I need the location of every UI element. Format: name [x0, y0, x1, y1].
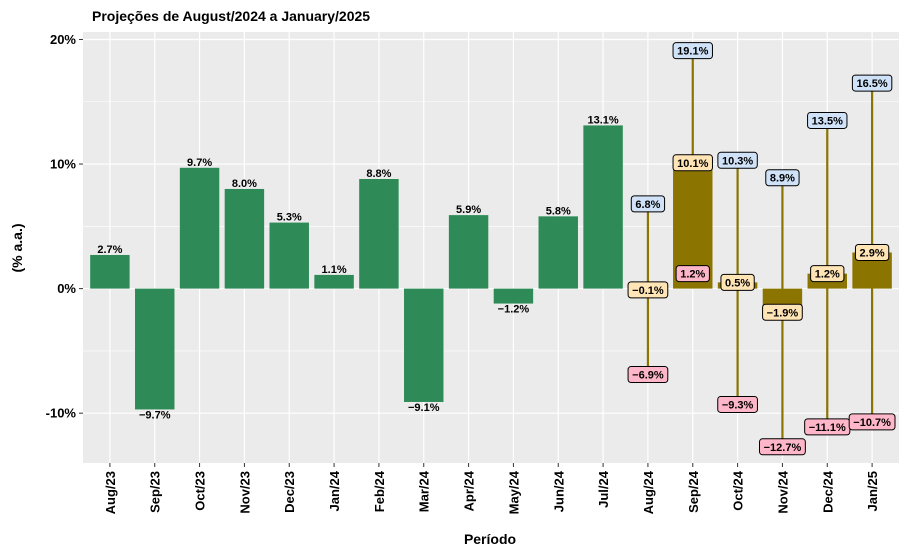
x-tick-label: Aug/24 [641, 470, 656, 514]
bar [90, 254, 130, 289]
data-label: 8.8% [366, 168, 391, 180]
x-tick-label: Jul/24 [596, 470, 611, 508]
data-label: 2.9% [860, 247, 885, 259]
x-tick-label: Sep/23 [148, 471, 163, 513]
bar [448, 215, 489, 289]
data-label: 5.8% [546, 205, 571, 217]
x-tick-label: Jun/24 [551, 470, 566, 512]
bar [314, 274, 354, 289]
label-box [627, 281, 669, 299]
data-label: 1.2% [680, 269, 705, 281]
bar [404, 288, 444, 402]
data-label: 8.0% [232, 178, 257, 190]
data-label: −9.3% [722, 399, 754, 411]
data-label: −12.7% [764, 442, 802, 454]
data-label: 2.7% [97, 244, 122, 256]
label-box [672, 154, 713, 172]
data-label: 9.7% [187, 157, 212, 169]
label-box [759, 438, 806, 456]
x-axis-title: Período [464, 531, 516, 547]
bar [224, 188, 265, 289]
x-tick-label: Nov/23 [237, 471, 252, 514]
x-tick-label: Mar/24 [417, 470, 432, 512]
data-label: 10.1% [677, 158, 708, 170]
data-label: 1.1% [322, 264, 347, 276]
data-label: 8.9% [770, 173, 795, 185]
data-label: 10.3% [722, 155, 753, 167]
label-box [807, 111, 848, 129]
x-tick-label: Jan/24 [327, 470, 342, 511]
data-label: −9.7% [139, 409, 171, 421]
label-box [717, 151, 758, 169]
data-label: −11.1% [809, 422, 846, 434]
bar [538, 216, 578, 289]
data-label: −10.7% [853, 417, 891, 429]
x-tick-label: Dec/24 [820, 470, 835, 513]
data-label: 5.9% [456, 204, 481, 216]
x-tick-label: Nov/24 [775, 470, 790, 513]
label-box [630, 195, 666, 213]
data-label: −0.1% [632, 285, 664, 297]
chart-title: Projeções de August/2024 a January/2025 [92, 8, 370, 24]
label-box [762, 303, 803, 321]
bar [359, 178, 399, 289]
bar [583, 125, 623, 289]
label-box [717, 395, 758, 413]
x-tick-label: May/24 [506, 470, 521, 514]
y-tick-label: -10% [46, 406, 77, 421]
x-tick-label: Feb/24 [372, 470, 387, 512]
data-label: −9.1% [408, 402, 440, 414]
x-tick-label: Apr/24 [462, 470, 477, 511]
y-tick-label: 10% [50, 157, 76, 172]
x-tick-label: Jan/25 [865, 471, 880, 511]
data-label: −6.9% [632, 370, 664, 382]
label-box [627, 366, 669, 384]
data-label: 13.1% [587, 114, 618, 126]
y-tick-label: 20% [50, 32, 76, 47]
bar [269, 222, 309, 289]
data-label: 16.5% [856, 78, 887, 90]
data-label: 1.2% [815, 269, 840, 281]
label-box [675, 265, 710, 283]
label-box [720, 273, 755, 291]
label-box [765, 169, 800, 187]
data-label: 0.5% [725, 277, 750, 289]
y-axis-title: (% a.a.) [9, 223, 25, 272]
data-label: 6.8% [635, 199, 660, 211]
data-label: 19.1% [677, 46, 708, 58]
x-tick-label: Oct/24 [731, 470, 746, 511]
bar [135, 288, 175, 410]
x-tick-label: Sep/24 [686, 470, 701, 513]
label-box [854, 243, 890, 261]
data-label: 13.5% [812, 115, 843, 127]
label-box [810, 265, 845, 283]
x-tick-label: Oct/23 [193, 471, 208, 511]
bar [179, 167, 220, 289]
data-label: −1.9% [767, 307, 799, 319]
x-tick-label: Aug/23 [103, 471, 118, 514]
data-label: 5.3% [277, 212, 302, 224]
data-label: −1.2% [498, 304, 530, 316]
x-tick-label: Dec/23 [282, 471, 297, 513]
label-box [848, 413, 896, 431]
y-tick-label: 0% [57, 281, 76, 296]
label-box [672, 42, 713, 60]
label-box [851, 74, 893, 92]
bar [493, 288, 534, 304]
